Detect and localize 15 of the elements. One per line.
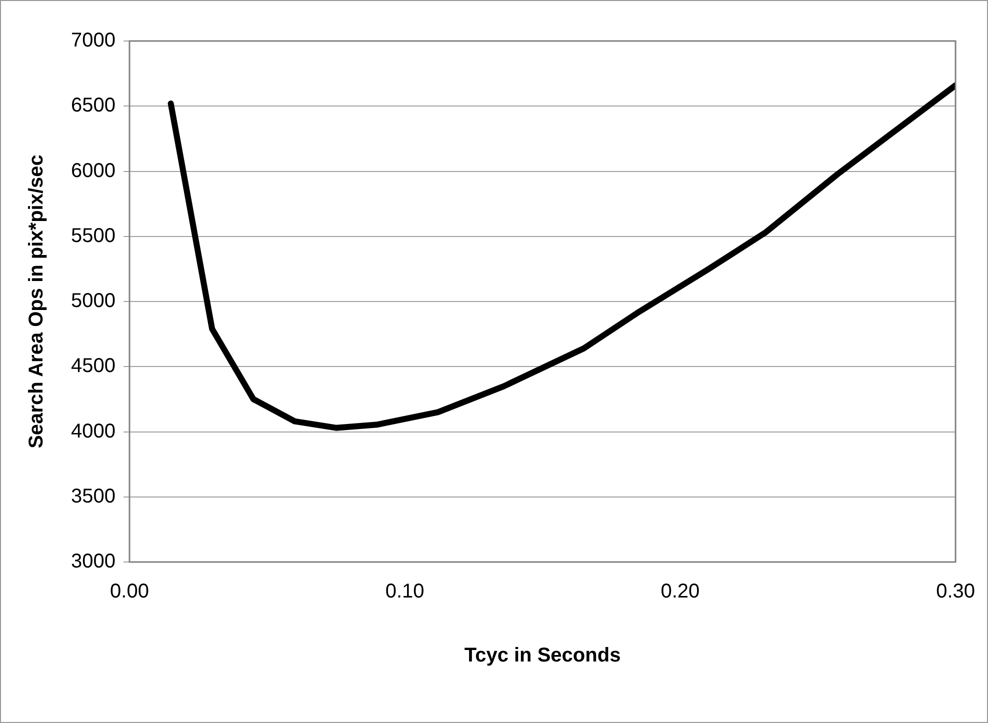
y-tick-label: 4500 bbox=[70, 355, 116, 378]
x-axis-title: Tcyc in Seconds bbox=[464, 644, 621, 667]
y-tick-label: 3500 bbox=[70, 485, 116, 508]
y-tick-label: 5500 bbox=[70, 224, 116, 247]
x-tick-label: 0.20 bbox=[660, 580, 700, 603]
x-tick-label: 0.10 bbox=[385, 580, 424, 603]
y-axis-title: Search Area Ops in pix*pix/sec bbox=[26, 154, 48, 448]
y-tick-label: 7000 bbox=[70, 30, 116, 52]
y-tick-label: 4000 bbox=[70, 420, 116, 442]
y-tick-label: 6500 bbox=[70, 94, 116, 117]
y-tick-label: 3000 bbox=[70, 550, 116, 573]
y-tick-label: 5000 bbox=[70, 290, 116, 312]
x-tick-label: 0.00 bbox=[110, 580, 149, 603]
y-tick-label: 6000 bbox=[70, 160, 116, 182]
x-tick-label: 0.30 bbox=[936, 580, 976, 603]
